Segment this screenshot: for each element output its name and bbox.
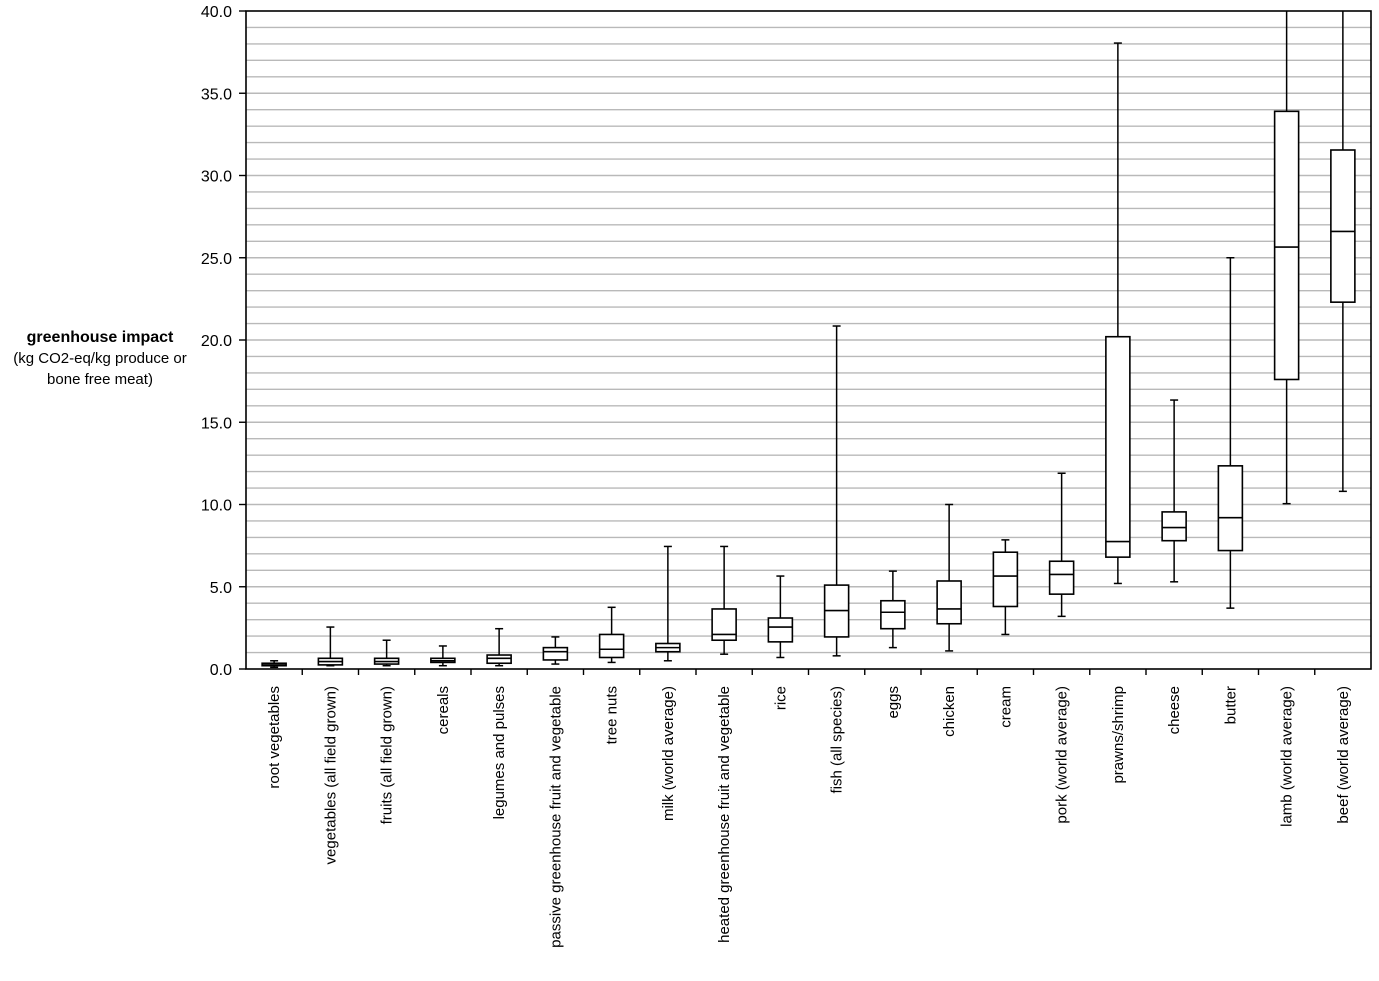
box-whisker — [486, 627, 512, 667]
box-whisker — [373, 639, 400, 667]
box-whisker — [430, 645, 456, 667]
x-tick-label: vegetables (all field grown) — [322, 686, 339, 864]
box-whisker — [823, 325, 850, 657]
y-axis-ticks: 0.0 5.0 10.0 15.0 20.0 25.0 30.0 35.0 40.0 — [201, 4, 246, 679]
x-tick-label: cream — [997, 686, 1014, 728]
y-tick-label: 40.0 — [201, 4, 232, 21]
x-tick-label: legumes and pulses — [491, 686, 508, 819]
box-whisker — [542, 636, 569, 665]
x-tick-label: passive greenhouse fruit and vegetable — [547, 686, 564, 948]
box-series — [261, 11, 1356, 669]
y-axis-title: greenhouse impact (kg CO2-eq/kg produce … — [0, 328, 200, 390]
iqr-box — [1048, 560, 1075, 595]
y-tick-label: 10.0 — [201, 498, 232, 515]
x-tick-label: milk (world average) — [660, 686, 677, 821]
y-tick-label: 0.0 — [210, 662, 232, 679]
x-tick-label: beef (world average) — [1335, 686, 1352, 824]
box-whisker — [1048, 472, 1075, 618]
box-whisker — [1330, 11, 1356, 493]
iqr-box — [1273, 110, 1300, 381]
iqr-box — [542, 646, 569, 661]
x-tick-label: tree nuts — [604, 686, 621, 744]
x-tick-label: chicken — [941, 686, 958, 737]
box-whisker — [317, 626, 344, 667]
iqr-box — [1161, 511, 1187, 542]
iqr-box — [767, 617, 794, 643]
x-tick-label: lamb (world average) — [1279, 686, 1296, 827]
box-whisker — [655, 545, 681, 662]
y-tick-label: 15.0 — [201, 415, 232, 432]
box-whisker — [767, 575, 794, 659]
box-whisker — [880, 570, 906, 649]
iqr-box — [1217, 465, 1244, 552]
iqr-box — [598, 633, 625, 659]
x-tick-label: prawns/shrimp — [1110, 686, 1127, 784]
x-tick-label: root vegetables — [266, 686, 283, 789]
x-tick-label: eggs — [885, 686, 902, 719]
box-whisker — [992, 539, 1019, 636]
iqr-box — [711, 608, 737, 642]
x-tick-label: butter — [1222, 686, 1239, 724]
box-whisker — [1161, 399, 1187, 583]
y-tick-label: 30.0 — [201, 169, 232, 186]
x-tick-label: fruits (all field grown) — [379, 686, 396, 824]
y-tick-label: 25.0 — [201, 251, 232, 268]
iqr-box — [486, 654, 512, 665]
box-whisker — [1273, 11, 1300, 505]
box-whisker — [261, 660, 287, 669]
box-whisker — [1105, 42, 1131, 585]
y-tick-label: 35.0 — [201, 86, 232, 103]
y-tick-label: 5.0 — [210, 580, 232, 597]
iqr-box — [992, 551, 1019, 608]
iqr-box — [1330, 149, 1356, 303]
iqr-box — [1105, 335, 1131, 558]
gridlines — [246, 26, 1371, 654]
x-tick-label: cheese — [1166, 686, 1183, 734]
x-tick-label: rice — [772, 686, 789, 710]
box-whisker — [711, 545, 737, 655]
y-axis-label: greenhouse impact — [26, 329, 174, 346]
x-tick-label: fish (all species) — [829, 686, 846, 794]
box-whisker — [598, 606, 625, 664]
y-axis-unit: (kg CO2-eq/kg produce or bone free meat) — [13, 350, 187, 388]
iqr-box — [936, 580, 962, 625]
box-whisker — [936, 503, 962, 652]
x-tick-label: pork (world average) — [1054, 686, 1071, 824]
x-tick-label: heated greenhouse fruit and vegetable — [716, 686, 733, 943]
x-axis-ticks: root vegetables vegetables (all field gro… — [266, 669, 1352, 948]
box-whisker — [1217, 257, 1244, 609]
iqr-box — [880, 599, 906, 630]
x-tick-label: cereals — [435, 686, 452, 734]
y-tick-label: 20.0 — [201, 333, 232, 350]
